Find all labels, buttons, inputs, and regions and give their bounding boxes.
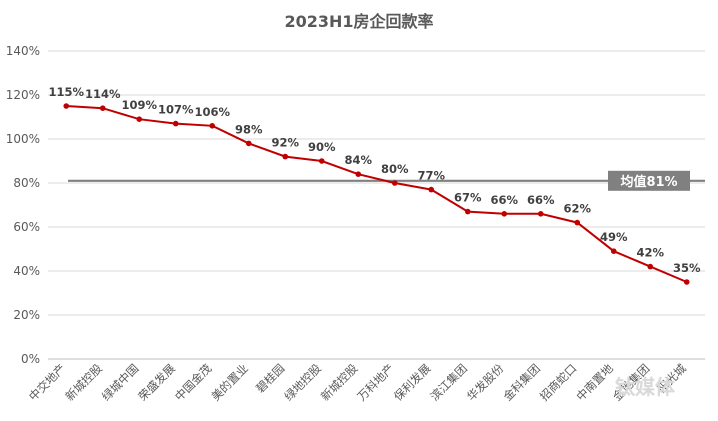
data-point: [282, 153, 289, 160]
data-label: 98%: [235, 122, 263, 136]
data-point: [355, 171, 362, 177]
data-point: [391, 180, 398, 186]
data-label: 80%: [381, 162, 409, 176]
data-label: 107%: [158, 103, 194, 117]
y-tick-label: 60%: [13, 220, 40, 234]
data-label: 92%: [271, 136, 299, 150]
data-label: 115%: [48, 85, 84, 99]
x-tick-label: 保利发展: [391, 361, 434, 404]
x-tick-label: 绿城中国: [99, 361, 141, 403]
average-label-box: [608, 170, 690, 191]
y-tick-label: 80%: [13, 176, 40, 190]
y-tick-label: 0%: [21, 352, 40, 366]
data-label: 77%: [417, 169, 445, 183]
data-point: [610, 248, 617, 254]
data-point: [172, 120, 179, 127]
data-point: [647, 263, 654, 270]
y-tick-label: 140%: [6, 44, 40, 58]
data-point: [428, 186, 435, 193]
data-point: [537, 211, 544, 217]
data-point: [136, 116, 143, 122]
data-point: [501, 211, 508, 217]
x-tick-label: 荣盛发展: [135, 361, 178, 404]
y-tick-label: 120%: [6, 88, 40, 102]
data-label: 114%: [85, 87, 121, 101]
data-label: 66%: [527, 193, 555, 207]
data-point: [63, 103, 70, 109]
x-tick-label: 碧桂园: [253, 361, 287, 395]
data-label: 49%: [600, 230, 628, 244]
gridlines: [48, 50, 705, 360]
y-tick-label: 100%: [6, 132, 40, 146]
x-tick-label: 中国金茂: [172, 361, 215, 404]
data-label: 42%: [636, 246, 664, 260]
x-tick-label: 新城控股: [62, 361, 105, 404]
data-label: 67%: [454, 191, 482, 205]
x-tick-label: 万科地产: [354, 361, 396, 403]
y-tick-label: 20%: [13, 308, 40, 322]
data-point: [683, 279, 690, 285]
data-point: [318, 158, 325, 164]
data-label: 90%: [308, 140, 336, 154]
x-tick-label: 华发股份: [464, 361, 507, 404]
data-label: 66%: [490, 193, 518, 207]
series-group: 115% 114%109% 107% 106% 98% 92% 90% 84% 80% 77% 67…: [48, 85, 701, 285]
x-tick-label: 滨江集团: [427, 361, 469, 403]
y-tick-label: 40%: [13, 264, 40, 278]
data-point: [209, 123, 216, 129]
data-point: [574, 219, 581, 226]
data-label: 35%: [673, 261, 701, 275]
series-line: [66, 105, 688, 283]
x-tick-label: 新城控股: [318, 361, 361, 404]
watermark-text: 钛媒体: [615, 375, 676, 399]
data-point: [99, 105, 106, 111]
data-point: [464, 208, 471, 215]
x-tick-label: 招商蛇口: [537, 361, 579, 403]
x-tick-label: 金科集团: [500, 361, 542, 403]
data-label: 62%: [563, 202, 591, 216]
y-axis: 0% 20% 40% 60% 80% 100% 120% 140%: [6, 44, 40, 366]
data-point: [245, 140, 252, 147]
x-tick-label: 中南置地: [573, 361, 616, 404]
chart-title: 2023H1房企回款率: [284, 12, 433, 31]
data-label: 84%: [344, 153, 372, 167]
data-label: 106%: [194, 105, 230, 119]
average-label: 均值81%: [620, 174, 677, 190]
data-label: 109%: [121, 98, 157, 112]
x-tick-label: 美的置业: [208, 361, 250, 403]
x-tick-label: 绿地控股: [281, 361, 324, 404]
x-tick-label: 中交地产: [26, 361, 68, 403]
